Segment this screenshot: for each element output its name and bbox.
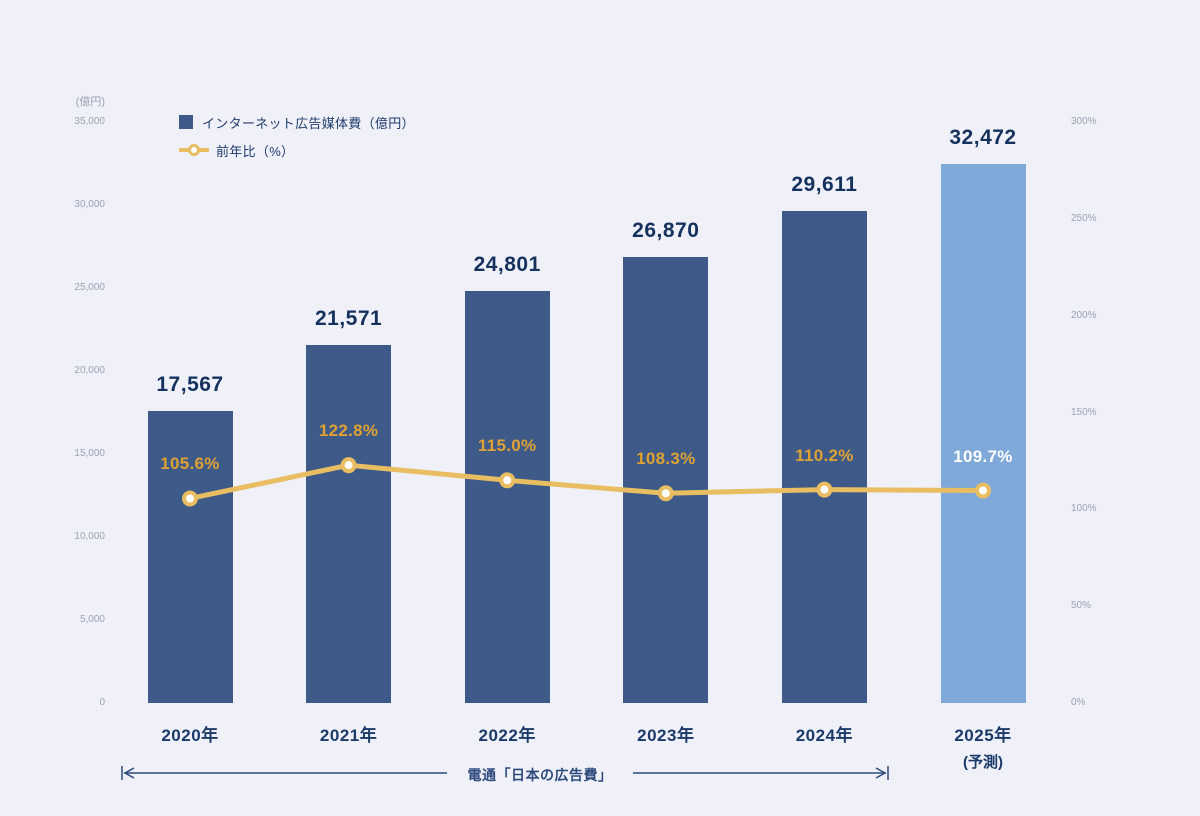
right-axis-tick: 100%	[1071, 503, 1097, 515]
bar-2021年	[306, 344, 392, 703]
bar-2024年	[781, 211, 867, 703]
right-axis-tick: 0%	[1071, 697, 1086, 708]
pct-label: 105.6%	[160, 454, 220, 474]
pct-label: 109.7%	[953, 446, 1013, 466]
x-label-2021年: 2021年	[319, 726, 378, 745]
pct-label: 108.3%	[636, 449, 696, 469]
legend-item-bar-series: インターネット広告媒体費（億円）	[179, 113, 415, 131]
left-axis-tick: 15,000	[74, 448, 105, 459]
x-label-2023年: 2023年	[637, 726, 695, 745]
bar-value-label: 17,567	[156, 373, 224, 397]
right-axis-tick: 50%	[1071, 600, 1092, 612]
pct-label: 122.8%	[318, 421, 379, 441]
left-axis-tick: 30,000	[74, 199, 105, 210]
line-series-label: 前年比（%）	[216, 143, 295, 159]
bar-value-label: 26,870	[632, 218, 700, 242]
left-axis-tick: 35,000	[74, 116, 105, 127]
left-axis-tick: 5,000	[79, 614, 105, 625]
bar-value-label: 24,801	[473, 253, 541, 277]
left-axis-tick: 0	[99, 697, 105, 708]
right-axis-tick: 150%	[1071, 406, 1097, 418]
pct-label: 110.2%	[795, 445, 854, 465]
bar-series-swatch	[179, 115, 193, 129]
x-label-2025年: 2025年	[954, 726, 1012, 745]
left-axis-tick: 10,000	[74, 531, 105, 542]
pct-label: 115.0%	[477, 436, 537, 456]
bar-2020年	[147, 411, 233, 703]
bar-2025年	[940, 163, 1026, 703]
forecast-note: (予測)	[963, 754, 1003, 771]
source-annotation: 電通「日本の広告費」	[467, 767, 613, 783]
bar-2023年	[623, 256, 709, 703]
right-axis-tick: 300%	[1071, 116, 1097, 127]
bar-value-label: 32,472	[949, 125, 1017, 149]
x-label-2024年: 2024年	[795, 726, 854, 745]
left-axis-tick: 20,000	[74, 365, 105, 376]
x-label-2022年: 2022年	[478, 726, 536, 745]
bar-value-label: 21,571	[314, 306, 383, 330]
bar-value-label: 29,611	[791, 173, 858, 197]
right-axis-tick: 250%	[1071, 212, 1097, 224]
bar-2022年	[464, 291, 550, 703]
line-series-swatch-icon	[179, 144, 209, 156]
bar-series-label: インターネット広告媒体費（億円）	[202, 115, 415, 131]
right-axis-tick: 200%	[1071, 309, 1097, 321]
x-label-2020年: 2020年	[161, 726, 219, 745]
legend-item-line-series: 前年比（%）	[179, 141, 415, 159]
left-axis-unit-label: (億円)	[75, 96, 105, 108]
left-axis-tick: 25,000	[74, 282, 105, 293]
legend: インターネット広告媒体費（億円） 前年比（%）	[179, 113, 415, 169]
